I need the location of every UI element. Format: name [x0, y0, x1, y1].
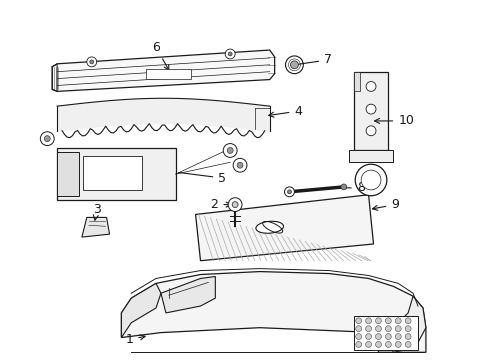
Circle shape	[405, 318, 410, 324]
Circle shape	[44, 136, 50, 141]
Circle shape	[405, 334, 410, 339]
Polygon shape	[387, 296, 425, 352]
Polygon shape	[161, 276, 215, 313]
Circle shape	[394, 318, 400, 324]
Circle shape	[228, 52, 232, 56]
Text: 5: 5	[178, 171, 226, 185]
Circle shape	[385, 334, 390, 339]
Bar	[82, 156, 142, 190]
Circle shape	[355, 318, 361, 324]
Circle shape	[355, 334, 361, 339]
Circle shape	[285, 56, 303, 74]
Circle shape	[366, 126, 375, 136]
Circle shape	[365, 326, 371, 332]
Ellipse shape	[255, 221, 283, 233]
Circle shape	[366, 82, 375, 91]
Circle shape	[287, 190, 291, 194]
Text: 10: 10	[374, 114, 413, 127]
Circle shape	[355, 326, 361, 332]
Circle shape	[284, 187, 294, 197]
Circle shape	[340, 184, 346, 190]
Text: 6: 6	[152, 41, 168, 70]
Bar	[146, 69, 190, 78]
Circle shape	[385, 342, 390, 347]
Circle shape	[405, 326, 410, 332]
Circle shape	[365, 334, 371, 339]
Circle shape	[290, 61, 298, 69]
Circle shape	[228, 198, 242, 212]
Bar	[57, 148, 175, 200]
Circle shape	[354, 164, 386, 196]
Circle shape	[385, 326, 390, 332]
Text: 8: 8	[343, 181, 364, 194]
Circle shape	[233, 158, 246, 172]
Circle shape	[405, 342, 410, 347]
Text: 2: 2	[210, 198, 231, 211]
Circle shape	[227, 148, 233, 153]
Circle shape	[394, 342, 400, 347]
Circle shape	[365, 318, 371, 324]
Circle shape	[366, 104, 375, 114]
Bar	[353, 72, 359, 91]
Text: 7: 7	[297, 53, 331, 66]
Polygon shape	[52, 50, 274, 91]
Circle shape	[394, 334, 400, 339]
Circle shape	[365, 342, 371, 347]
Polygon shape	[195, 195, 373, 261]
Circle shape	[375, 318, 381, 324]
Text: 9: 9	[372, 198, 398, 211]
Text: 1: 1	[125, 333, 145, 346]
Circle shape	[225, 49, 235, 59]
Circle shape	[355, 342, 361, 347]
Circle shape	[232, 202, 238, 208]
Polygon shape	[121, 283, 161, 338]
Circle shape	[90, 60, 94, 64]
Circle shape	[375, 326, 381, 332]
Circle shape	[375, 342, 381, 347]
Circle shape	[237, 162, 243, 168]
Text: 4: 4	[268, 105, 302, 118]
Circle shape	[394, 326, 400, 332]
Circle shape	[87, 57, 97, 67]
Circle shape	[361, 170, 380, 190]
Bar	[348, 150, 392, 162]
Text: 3: 3	[93, 203, 101, 220]
Circle shape	[385, 318, 390, 324]
Circle shape	[375, 334, 381, 339]
Polygon shape	[81, 217, 109, 237]
Circle shape	[223, 144, 237, 157]
Bar	[353, 72, 387, 150]
Bar	[353, 316, 417, 350]
Circle shape	[41, 132, 54, 145]
Polygon shape	[121, 271, 425, 352]
Bar	[57, 152, 79, 196]
